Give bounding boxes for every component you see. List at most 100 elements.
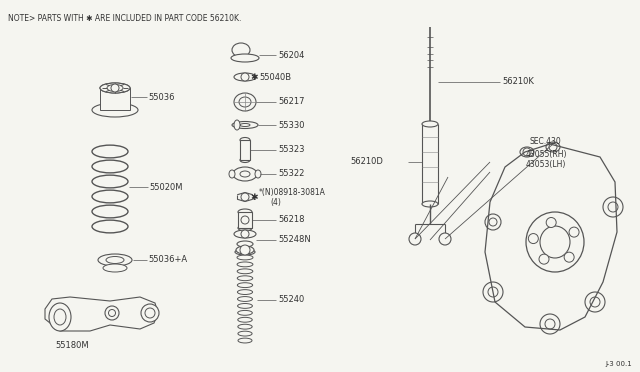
Circle shape — [545, 319, 555, 329]
Ellipse shape — [540, 226, 570, 258]
Ellipse shape — [107, 84, 123, 92]
Ellipse shape — [236, 246, 254, 254]
Circle shape — [529, 234, 538, 244]
Ellipse shape — [237, 283, 253, 288]
Ellipse shape — [237, 255, 253, 260]
Bar — [238, 212, 252, 228]
Text: 56210D: 56210D — [350, 157, 383, 167]
Text: SEC.430: SEC.430 — [530, 138, 562, 147]
Circle shape — [111, 84, 119, 92]
Text: 55020M: 55020M — [149, 183, 182, 192]
Ellipse shape — [422, 121, 438, 127]
Text: 55240: 55240 — [278, 295, 304, 305]
Circle shape — [608, 202, 618, 212]
Circle shape — [523, 148, 531, 156]
Circle shape — [488, 287, 498, 297]
Ellipse shape — [92, 160, 128, 173]
Circle shape — [105, 306, 119, 320]
Ellipse shape — [233, 167, 257, 181]
Ellipse shape — [238, 209, 252, 215]
Ellipse shape — [237, 317, 252, 322]
Text: 56204: 56204 — [278, 51, 305, 60]
Text: 55323: 55323 — [278, 145, 305, 154]
Text: 55040B: 55040B — [259, 73, 291, 81]
Ellipse shape — [106, 257, 124, 263]
Text: 55036+A: 55036+A — [148, 256, 187, 264]
Circle shape — [145, 308, 155, 318]
Text: NOTE> PARTS WITH ✱ ARE INCLUDED IN PART CODE 56210K.: NOTE> PARTS WITH ✱ ARE INCLUDED IN PART … — [8, 14, 241, 23]
Text: (4): (4) — [270, 199, 281, 208]
Text: 43053(LH): 43053(LH) — [526, 160, 566, 170]
Text: ✱: ✱ — [250, 73, 258, 81]
Ellipse shape — [103, 264, 127, 272]
Circle shape — [109, 310, 115, 317]
Ellipse shape — [100, 83, 130, 93]
Ellipse shape — [234, 73, 256, 81]
Ellipse shape — [255, 170, 261, 178]
Circle shape — [241, 216, 249, 224]
Ellipse shape — [240, 138, 250, 142]
Ellipse shape — [238, 225, 252, 231]
Circle shape — [590, 297, 600, 307]
Ellipse shape — [234, 93, 256, 111]
Ellipse shape — [231, 54, 259, 62]
Ellipse shape — [54, 309, 66, 325]
Circle shape — [483, 282, 503, 302]
Ellipse shape — [234, 120, 240, 130]
Ellipse shape — [237, 310, 252, 315]
Text: 55322: 55322 — [278, 170, 305, 179]
Circle shape — [569, 227, 579, 237]
Ellipse shape — [235, 249, 255, 255]
Ellipse shape — [98, 254, 132, 266]
Ellipse shape — [422, 201, 438, 207]
Circle shape — [539, 254, 549, 264]
Ellipse shape — [237, 241, 253, 247]
Ellipse shape — [238, 338, 252, 343]
Circle shape — [241, 193, 249, 201]
Ellipse shape — [232, 43, 250, 57]
Ellipse shape — [237, 296, 253, 301]
Text: 55330: 55330 — [278, 121, 305, 129]
Ellipse shape — [240, 124, 250, 126]
Ellipse shape — [238, 331, 252, 336]
Ellipse shape — [100, 83, 130, 93]
Ellipse shape — [546, 142, 560, 152]
Text: J-3 00.1: J-3 00.1 — [605, 361, 632, 367]
Circle shape — [489, 218, 497, 226]
Circle shape — [240, 245, 250, 255]
Ellipse shape — [520, 147, 534, 157]
Text: 56210K: 56210K — [502, 77, 534, 87]
Circle shape — [540, 314, 560, 334]
Bar — [448, 162, 623, 357]
Ellipse shape — [237, 304, 252, 308]
Circle shape — [546, 218, 556, 228]
Bar — [240, 140, 250, 160]
Ellipse shape — [92, 190, 128, 203]
Ellipse shape — [229, 170, 235, 178]
Circle shape — [485, 214, 501, 230]
Text: ✱: ✱ — [250, 192, 258, 202]
Ellipse shape — [238, 324, 252, 329]
Ellipse shape — [240, 157, 250, 163]
Ellipse shape — [92, 205, 128, 218]
Circle shape — [241, 230, 249, 238]
Text: 56218: 56218 — [278, 215, 305, 224]
Ellipse shape — [240, 171, 250, 177]
Circle shape — [141, 304, 159, 322]
Ellipse shape — [92, 175, 128, 188]
Text: *(N)08918-3081A: *(N)08918-3081A — [259, 187, 326, 196]
Text: 55036: 55036 — [148, 93, 175, 102]
Ellipse shape — [92, 220, 128, 233]
Ellipse shape — [237, 262, 253, 267]
Text: 43055(RH): 43055(RH) — [526, 150, 568, 158]
Text: 56217: 56217 — [278, 97, 305, 106]
Ellipse shape — [234, 230, 256, 238]
Bar — [380, 27, 620, 357]
Circle shape — [585, 292, 605, 312]
Ellipse shape — [526, 212, 584, 272]
Ellipse shape — [237, 290, 253, 295]
Circle shape — [549, 143, 557, 151]
Text: 55180M: 55180M — [55, 340, 88, 350]
Ellipse shape — [92, 145, 128, 158]
Ellipse shape — [237, 276, 253, 280]
